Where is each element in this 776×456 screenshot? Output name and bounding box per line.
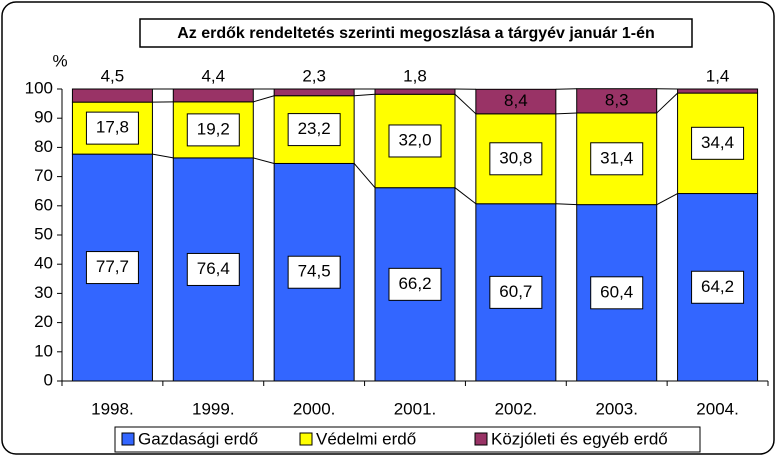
value-label: 19,2 [197, 119, 230, 138]
chart-title: Az erdők rendeltetés szerinti megoszlása… [177, 25, 655, 42]
series-line [454, 187, 477, 205]
x-tick-label: 2004. [696, 399, 739, 418]
bar-segment [576, 88, 658, 114]
label-box [489, 275, 543, 309]
series-line [555, 112, 577, 115]
label-box [590, 276, 644, 310]
x-tick-label: 2001. [394, 399, 437, 418]
series-line [354, 93, 376, 97]
y-tick-label: 70 [34, 166, 53, 185]
legend-label: Közjóleti és egyéb erdő [491, 429, 668, 448]
value-label: 66,2 [398, 274, 431, 293]
legend-swatch [299, 432, 313, 446]
label-box [388, 267, 442, 301]
series-line [152, 153, 174, 159]
series-line [253, 95, 275, 103]
value-label: 1,8 [403, 66, 427, 85]
legend-box [114, 426, 701, 453]
value-label: 74,5 [298, 262, 331, 281]
y-tick-label: 0 [44, 370, 53, 389]
y-tick-label: 20 [34, 312, 53, 331]
label-box [287, 113, 341, 147]
x-tick-label: 2003. [595, 399, 638, 418]
value-label: 64,2 [701, 277, 734, 296]
legend-swatch [121, 432, 135, 446]
label-box [388, 124, 442, 158]
x-tick-label: 2000. [293, 399, 336, 418]
series-line [555, 203, 577, 206]
value-label: 8,4 [504, 91, 528, 110]
value-label: 4,4 [201, 66, 225, 85]
y-tick-label: 100 [25, 78, 53, 97]
series-line [656, 193, 678, 206]
value-label: 32,0 [398, 130, 431, 149]
label-box [186, 252, 240, 286]
bar-segment [71, 88, 153, 103]
y-tick-label: 90 [34, 108, 53, 127]
series-line [555, 88, 577, 90]
x-tick-label: 1999. [192, 399, 235, 418]
legend-swatch [474, 432, 488, 446]
label-box [691, 270, 745, 304]
y-tick-label: 40 [34, 254, 53, 273]
bar-segment [172, 88, 254, 103]
series-line [656, 92, 678, 114]
x-tick-label: 2002. [495, 399, 538, 418]
label-box [186, 113, 240, 147]
x-tick-label: 1998. [91, 399, 134, 418]
y-tick-label: 10 [34, 341, 53, 360]
series-line [253, 157, 275, 164]
y-tick-label: 80 [34, 137, 53, 156]
value-label: 23,2 [298, 119, 331, 138]
label-box [590, 142, 644, 176]
label-box [691, 126, 745, 160]
bar-segment [374, 88, 456, 95]
y-tick-label: 50 [34, 224, 53, 243]
label-box [85, 251, 139, 285]
value-label: 1,4 [706, 66, 730, 85]
legend-label: Védelmi erdő [316, 429, 416, 448]
value-label: 30,8 [499, 148, 532, 167]
value-label: 31,4 [600, 148, 633, 167]
bar-segment [475, 88, 557, 115]
value-label: 4,5 [101, 66, 125, 85]
label-box [489, 142, 543, 176]
value-label: 2,3 [302, 66, 326, 85]
legend-label: Gazdasági erdő [138, 429, 258, 448]
value-label: 77,7 [96, 257, 129, 276]
value-label: 17,8 [96, 118, 129, 137]
series-line [454, 93, 477, 115]
label-box [287, 255, 341, 289]
value-label: 34,4 [701, 133, 734, 152]
value-label: 60,7 [499, 282, 532, 301]
y-tick-label: 30 [34, 283, 53, 302]
label-box [85, 111, 139, 145]
series-line [353, 163, 376, 189]
title-box [139, 18, 693, 48]
bar-segment [475, 113, 557, 205]
bar-segment [273, 88, 355, 97]
value-label: 60,4 [600, 282, 633, 301]
y-tick-label: 60 [34, 195, 53, 214]
y-axis-label: % [52, 51, 67, 70]
value-label: 76,4 [197, 259, 230, 278]
value-label: 8,3 [605, 90, 629, 109]
bar-segment [677, 88, 759, 94]
